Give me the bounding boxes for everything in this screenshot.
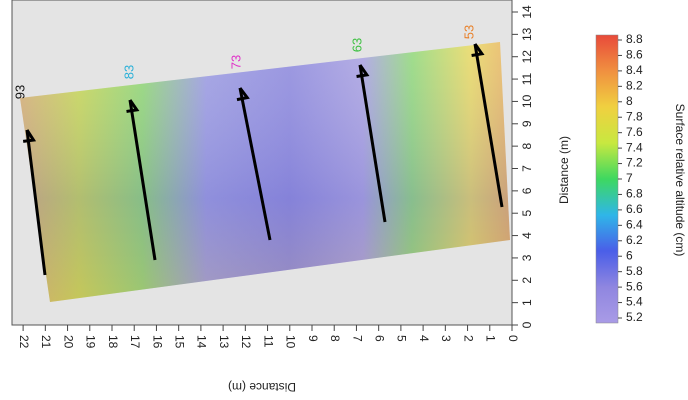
y-tick-label: 1 [520, 299, 534, 306]
y-tick-label: 5 [520, 210, 534, 217]
x-tick-label: 8 [328, 335, 342, 342]
x-tick-label: 20 [61, 335, 75, 349]
y-tick-label: 3 [520, 254, 534, 261]
y-tick-label: 7 [520, 165, 534, 172]
y-tick-label: 12 [520, 50, 534, 64]
colorbar-tick-label: 5.2 [626, 310, 643, 324]
y-tick-label: 8 [520, 142, 534, 149]
x-tick-label: 15 [172, 335, 186, 349]
x-tick-label: 12 [239, 335, 253, 349]
x-tick-label: 18 [106, 335, 120, 349]
colorbar-tick-label: 5.6 [626, 279, 643, 293]
x-tick-label: 5 [395, 335, 409, 342]
colorbar-tick-label: 8.6 [626, 48, 643, 62]
arrow-label: 93 [12, 85, 27, 99]
x-tick-label: 7 [350, 335, 364, 342]
colorbar-tick-label: 7.8 [626, 109, 643, 123]
colorbar-tick-label: 8.8 [626, 32, 643, 46]
y-tick-label: 9 [520, 120, 534, 127]
colorbar-tick-label: 6.8 [626, 187, 643, 201]
x-tick-label: 2 [461, 335, 475, 342]
x-tick-label: 19 [84, 335, 98, 349]
colorbar-tick-label: 7 [626, 171, 633, 185]
colorbar-label: Surface relative altitude (cm) [673, 104, 687, 257]
x-tick-label: 0 [506, 335, 520, 342]
x-tick-label: 9 [306, 335, 320, 342]
x-tick-label: 4 [417, 335, 431, 342]
colorbar-tick-label: 6 [626, 248, 633, 262]
colorbar-tick-label: 7.4 [626, 140, 643, 154]
colorbar-tick-label: 6.6 [626, 202, 643, 216]
x-tick-label: 13 [217, 335, 231, 349]
y-tick-label: 11 [520, 73, 534, 86]
arrow-label: 83 [121, 65, 136, 79]
x-tick-label: 1 [484, 335, 498, 342]
arrow-label: 63 [349, 38, 364, 52]
x-tick-label: 21 [39, 335, 53, 349]
x-tick-label: 10 [284, 335, 298, 349]
x-axis-label: Distance (m) [228, 380, 296, 394]
colorbar-tick-label: 6.4 [626, 218, 643, 232]
colorbar-tick-label: 8 [626, 94, 633, 108]
x-tick-label: 16 [150, 335, 164, 349]
x-tick-label: 22 [17, 335, 31, 349]
colorbar-tick-label: 7.6 [626, 125, 643, 139]
y-tick-label: 0 [520, 321, 534, 328]
arrow-label: 73 [228, 55, 243, 69]
arrow-label: 53 [461, 25, 476, 39]
y-tick-label: 14 [520, 5, 534, 19]
colorbar-tick-label: 7.2 [626, 156, 643, 170]
colorbar-tick-label: 5.8 [626, 264, 643, 278]
x-tick-label: 6 [372, 335, 386, 342]
colorbar-tick-label: 6.2 [626, 233, 643, 247]
colorbar [596, 35, 618, 323]
y-tick-label: 10 [520, 94, 534, 108]
x-tick-label: 14 [195, 335, 209, 349]
y-axis-label: Distance (m) [557, 136, 571, 204]
x-tick-label: 3 [439, 335, 453, 342]
colorbar-tick-label: 5.4 [626, 295, 643, 309]
colorbar-tick-label: 8.4 [626, 63, 643, 77]
y-tick-label: 13 [520, 27, 534, 41]
y-tick-label: 6 [520, 187, 534, 194]
x-tick-label: 17 [128, 335, 142, 349]
x-tick-label: 11 [261, 335, 275, 348]
y-tick-label: 2 [520, 277, 534, 284]
colorbar-tick-label: 8.2 [626, 79, 643, 93]
y-tick-label: 4 [520, 232, 534, 239]
chart: Distance (m) Distance (m) Surface relati… [0, 0, 688, 400]
